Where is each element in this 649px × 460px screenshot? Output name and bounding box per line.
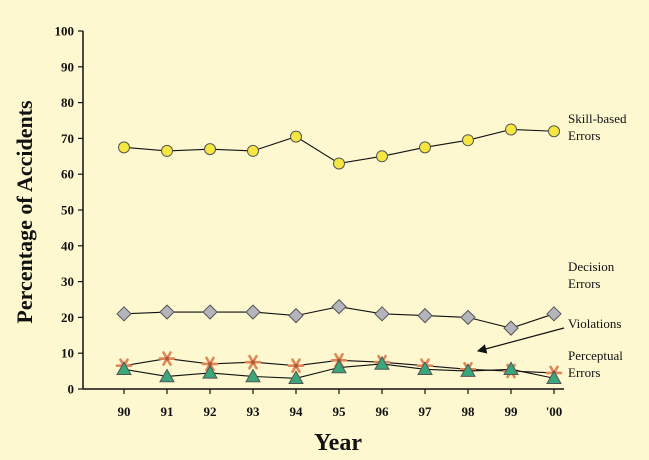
x-tick-label: 99 [505, 404, 519, 419]
axes: 0 10 20 30 40 50 60 70 80 90 100 90 91 92 93 94 95 96 97 98… [55, 24, 564, 419]
data-point [331, 359, 347, 374]
series-layer [115, 123, 563, 385]
y-tick-label: 100 [55, 24, 75, 39]
series-perceptual-errors [116, 355, 562, 385]
data-point [546, 370, 562, 385]
data-point [374, 355, 390, 370]
series-label: Decision Errors [568, 259, 615, 291]
violations-callout-arrow [476, 327, 565, 354]
data-point [460, 309, 476, 326]
data-point [116, 306, 132, 322]
x-tick-label: 98 [462, 404, 476, 419]
data-point [116, 361, 132, 376]
data-point [245, 368, 261, 383]
series-label: Violations [568, 316, 621, 331]
data-point [288, 307, 304, 324]
x-tick-label: 91 [161, 404, 174, 419]
data-point [460, 363, 476, 377]
y-tick-label: 90 [61, 59, 74, 74]
x-tick-label: 94 [290, 404, 304, 419]
y-tick-label: 10 [61, 346, 74, 361]
series-labels: Skill-based Errors Decision Errors Violation… [476, 111, 627, 380]
data-point [417, 361, 433, 376]
data-point [159, 368, 175, 383]
x-axis-title: Year [314, 430, 362, 456]
y-tick-label: 50 [61, 203, 74, 218]
data-point [204, 143, 216, 156]
data-point [288, 370, 304, 385]
y-tick-label: 30 [61, 274, 74, 289]
y-tick-label: 80 [61, 95, 74, 110]
data-point [161, 144, 173, 157]
x-tick-label: 97 [419, 404, 433, 419]
x-tick-label: 93 [247, 404, 261, 419]
data-point [503, 361, 519, 376]
data-point [417, 307, 433, 324]
data-point [505, 123, 517, 136]
series-decision-errors [116, 298, 562, 336]
data-point [202, 364, 218, 379]
data-point [548, 125, 560, 138]
data-point [462, 134, 474, 147]
data-point [158, 351, 176, 366]
data-point [201, 356, 219, 372]
x-tick-label: 95 [333, 404, 347, 419]
data-point [376, 150, 388, 163]
data-point [244, 354, 262, 370]
y-tick-label: 60 [61, 167, 74, 182]
data-point [331, 298, 347, 315]
data-point [290, 130, 302, 143]
x-tick-label: 96 [376, 404, 390, 419]
data-point [333, 157, 345, 170]
y-tick-label: 0 [68, 382, 75, 397]
data-point [118, 141, 130, 154]
series-label: Skill-based Errors [568, 111, 627, 143]
series-skill-based-errors [118, 123, 560, 170]
y-tick-label: 70 [61, 131, 74, 146]
y-tick-label: 40 [61, 238, 74, 253]
data-point [202, 304, 218, 320]
data-point [247, 144, 259, 157]
series-label: Perceptual Errors [568, 348, 623, 380]
x-tick-label: 90 [118, 404, 131, 419]
data-point [419, 141, 431, 154]
data-point [503, 320, 519, 336]
x-tick-label: 92 [204, 404, 217, 419]
data-point [287, 358, 305, 374]
data-point [245, 304, 261, 320]
y-tick-label: 20 [61, 310, 74, 325]
data-point [374, 306, 390, 322]
y-axis-title: Percentage of Accidents [12, 100, 37, 324]
data-point [159, 304, 175, 320]
x-tick-label: '00 [546, 404, 563, 419]
data-point [546, 306, 562, 322]
